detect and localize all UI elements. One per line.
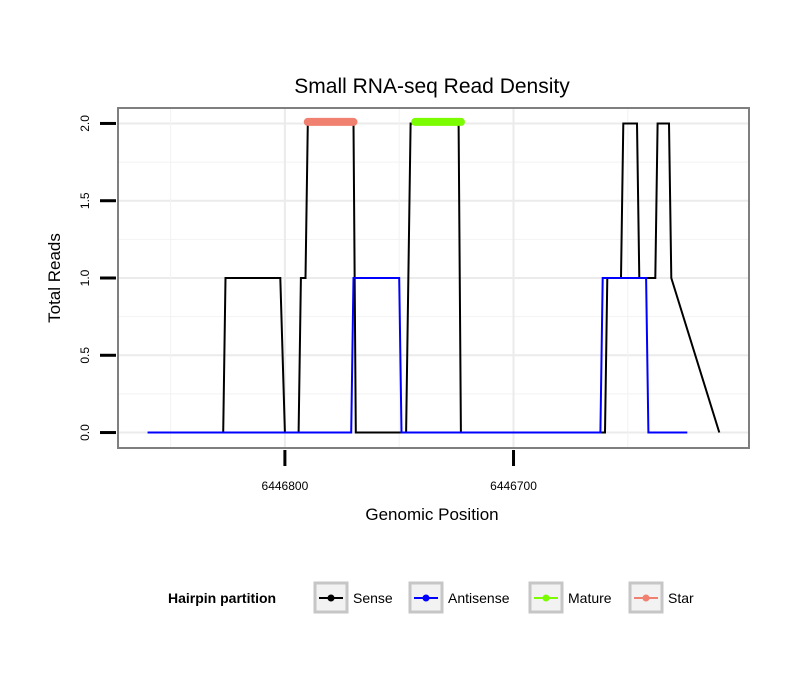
x-tick-label: 6446700	[490, 479, 537, 493]
legend-label-star: Star	[668, 590, 694, 606]
y-tick-label: 0.5	[78, 347, 92, 364]
legend: Hairpin partition Sense Antisense Mature St…	[168, 581, 694, 614]
legend-swatch-dot-sense	[327, 594, 335, 602]
legend-label-antisense: Antisense	[448, 590, 510, 606]
y-axis-title: Total Reads	[45, 233, 64, 323]
legend-swatch-dot-mature	[542, 594, 550, 602]
axis-layer: 0.0 0.5 1.0 1.5 2.0 6446800 6446700	[78, 115, 537, 493]
x-tick-label: 6446800	[262, 479, 309, 493]
chart-title: Small RNA-seq Read Density	[294, 75, 570, 98]
legend-label-mature: Mature	[568, 590, 612, 606]
series-layer	[147, 117, 721, 434]
plot-panel-border	[117, 107, 750, 449]
legend-label-sense: Sense	[353, 590, 393, 606]
legend-swatch-dot-star	[642, 594, 650, 602]
y-tick-label: 1.0	[78, 269, 92, 286]
y-tick-label: 1.5	[78, 192, 92, 209]
x-axis-title: Genomic Position	[365, 505, 498, 524]
legend-swatch-dot-antisense	[422, 594, 430, 602]
y-tick-label: 0.0	[78, 424, 92, 441]
legend-title: Hairpin partition	[168, 590, 276, 606]
y-tick-label: 2.0	[78, 115, 92, 132]
antisense-series-line	[147, 277, 688, 434]
